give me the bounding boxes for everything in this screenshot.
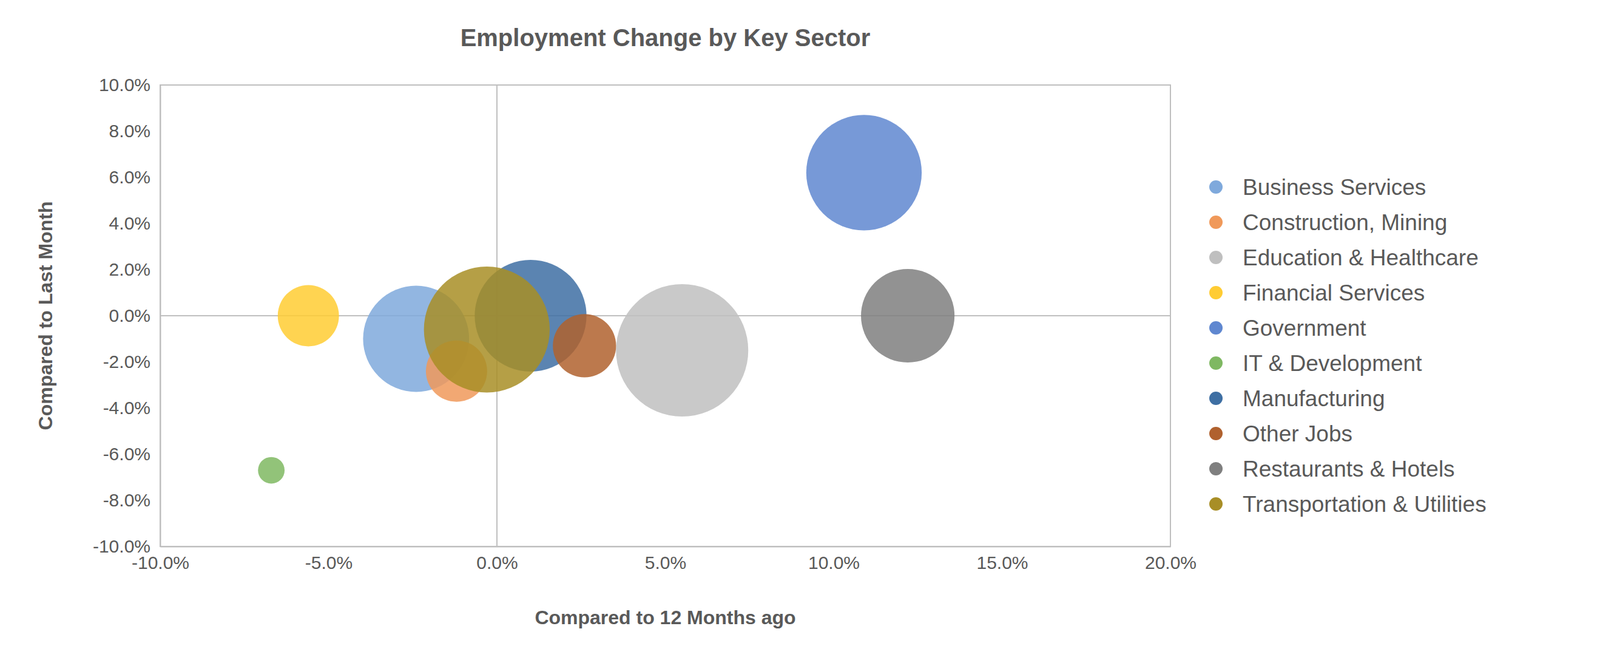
legend-label: Education & Healthcare — [1242, 245, 1479, 271]
x-tick: -5.0% — [305, 546, 353, 573]
y-tick: -10.0% — [92, 535, 161, 556]
legend-marker — [1209, 180, 1223, 194]
legend-marker — [1209, 356, 1223, 370]
title: Employment Change by Key Sector — [460, 24, 871, 51]
plot-frame — [160, 84, 1171, 547]
y-tick-label: 10.0% — [98, 74, 151, 95]
legend-marker — [1209, 285, 1223, 300]
bubble — [615, 283, 749, 417]
y-axis: -10.0% -8.0% -6.0% -4.0% -2.0% 0.0% 2.0% 4.0% 6.… — [92, 74, 161, 556]
y-tick-label: 2.0% — [109, 259, 151, 280]
bubble — [806, 114, 922, 230]
bubble — [860, 268, 955, 363]
x-tick: 0.0% — [476, 546, 518, 573]
y-tick: 4.0% — [109, 212, 161, 233]
y-tick: 6.0% — [109, 166, 161, 187]
x-axis: -10.0%-5.0%0.0%5.0%10.0%15.0%20.0% — [131, 546, 1197, 573]
legend-label: Other Jobs — [1242, 421, 1353, 446]
x-tick: 5.0% — [644, 546, 687, 573]
chart: Employment Change by Key Sector -10.0% -5.… — [0, 0, 1600, 660]
legend-label: Business Services — [1242, 174, 1426, 200]
y-tick-label: -10.0% — [92, 535, 151, 556]
legend-marker — [1209, 215, 1223, 229]
legend-marker — [1209, 461, 1223, 476]
y-axis-title: Compared to Last Month — [34, 201, 57, 431]
legend-label: Transportation & Utilities — [1242, 491, 1487, 517]
legend-label: Manufacturing — [1242, 385, 1385, 411]
x-tick: 15.0% — [976, 546, 1028, 573]
bubble — [552, 313, 616, 377]
legend-label: Construction, Mining — [1242, 209, 1448, 235]
legend-label: Financial Services — [1242, 280, 1425, 306]
legend-marker — [1209, 426, 1223, 440]
y-axis-line — [160, 85, 162, 547]
y-tick-label: 8.0% — [109, 120, 151, 141]
x-tick: 20.0% — [1144, 546, 1197, 573]
x-axis-title: Compared to 12 Months ago — [534, 606, 796, 628]
legend-marker — [1209, 391, 1223, 405]
y-tick: -2.0% — [103, 351, 161, 372]
legend-label: IT & Development — [1242, 350, 1423, 376]
legend: Business Services Construction, Mining Edu… — [1209, 174, 1487, 517]
y-tick-label: -8.0% — [103, 489, 151, 510]
y-tick-label: -2.0% — [103, 351, 151, 372]
bubble — [424, 266, 550, 392]
legend-label: Government — [1242, 315, 1367, 341]
y-tick-label: 0.0% — [109, 305, 151, 326]
bubbles — [257, 114, 955, 483]
y-tick: 2.0% — [109, 259, 161, 280]
x-tick: 10.0% — [808, 546, 860, 573]
x-tick-label: 20.0% — [1144, 552, 1197, 573]
x-tick-label: 15.0% — [976, 552, 1028, 573]
legend-label: Restaurants & Hotels — [1242, 456, 1455, 482]
x-tick-label: -5.0% — [305, 552, 353, 573]
y-tick: -6.0% — [103, 443, 161, 464]
y-tick-label: 4.0% — [109, 212, 151, 233]
y-tick-label: -6.0% — [103, 443, 151, 464]
y-tick: 0.0% — [109, 305, 161, 326]
y-tick-label: 6.0% — [109, 166, 151, 187]
bubble — [277, 285, 340, 347]
x-tick-label: 5.0% — [644, 552, 687, 573]
y-tick: -4.0% — [103, 397, 161, 418]
y-tick: -8.0% — [103, 489, 161, 510]
y-tick-label: -4.0% — [103, 397, 151, 418]
bubble — [257, 456, 285, 484]
y-tick: 8.0% — [109, 120, 161, 141]
legend-marker — [1209, 496, 1223, 511]
legend-marker — [1209, 320, 1223, 335]
x-tick-label: 0.0% — [476, 552, 518, 573]
y-tick: 10.0% — [98, 74, 161, 95]
legend-marker — [1209, 250, 1223, 264]
x-axis-line — [160, 546, 1172, 548]
x-tick-label: 10.0% — [808, 552, 860, 573]
